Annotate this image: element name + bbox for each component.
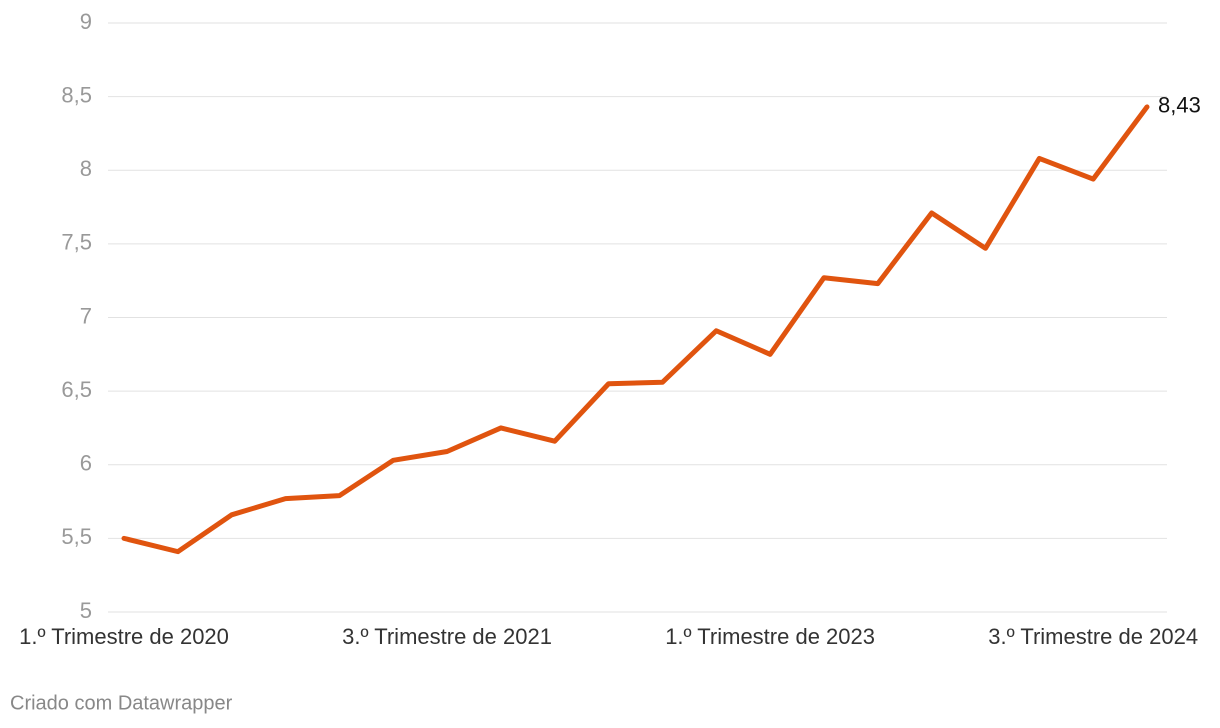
y-tick-label: 6,5 <box>61 377 92 402</box>
y-tick-label: 8,5 <box>61 82 92 107</box>
x-tick-label: 3.º Trimestre de 2024 <box>988 624 1198 649</box>
y-tick-label: 5,5 <box>61 524 92 549</box>
source-note: Criado com Datawrapper <box>10 692 233 714</box>
y-tick-label: 9 <box>80 9 92 34</box>
y-tick-label: 6 <box>80 451 92 476</box>
x-tick-label: 1.º Trimestre de 2020 <box>19 624 229 649</box>
value-label: 8,43 <box>1158 93 1201 118</box>
y-tick-label: 5 <box>80 598 92 623</box>
x-tick-label: 3.º Trimestre de 2021 <box>342 624 552 649</box>
y-tick-label: 7 <box>80 303 92 328</box>
y-tick-label: 8 <box>80 156 92 181</box>
x-tick-label: 1.º Trimestre de 2023 <box>665 624 875 649</box>
line <box>121 104 1150 555</box>
y-tick-label: 7,5 <box>61 230 92 255</box>
